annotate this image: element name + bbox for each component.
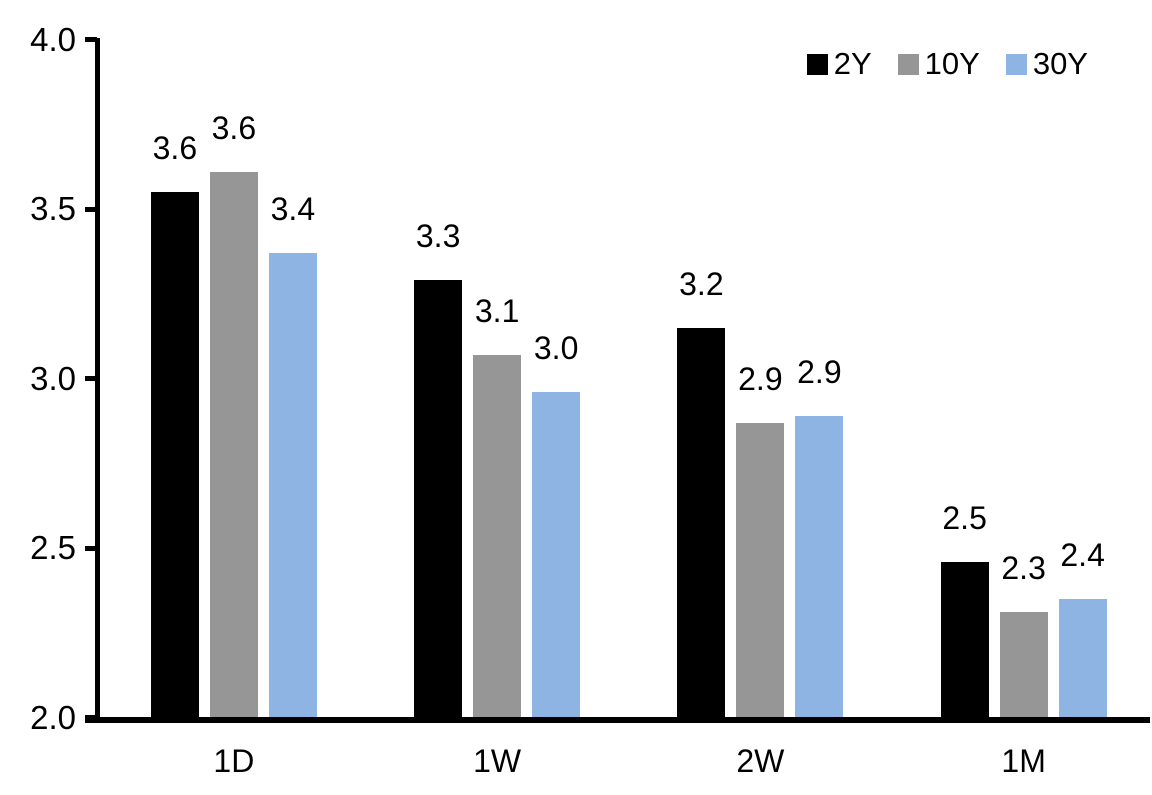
legend-item-2Y: 2Y	[806, 44, 872, 84]
bar-10Y-1W	[473, 354, 522, 720]
bar-value-label: 2.3	[1001, 550, 1046, 587]
bar-30Y-1D	[268, 253, 317, 720]
bar-2Y-1W	[414, 280, 463, 720]
bar-10Y-2W	[736, 422, 785, 720]
legend-label: 30Y	[1032, 46, 1088, 81]
y-tick-label: 2.5	[30, 529, 76, 566]
bar-value-label: 3.6	[152, 130, 198, 167]
bar-value-label: 3.2	[679, 265, 724, 302]
bar-value-label: 3.1	[474, 292, 520, 329]
legend: 2Y 10Y 30Y	[806, 44, 1088, 84]
bar-value-label: 3.3	[415, 218, 461, 255]
bar-30Y-1M	[1058, 598, 1107, 720]
bar-value-label: 2.5	[942, 499, 987, 536]
y-axis-line	[95, 38, 100, 723]
bar-value-label: 3.0	[533, 330, 579, 367]
bar-2Y-2W	[677, 327, 726, 720]
y-tick-label: 3.0	[30, 359, 76, 397]
bar-value-label: 3.6	[211, 109, 257, 146]
bar-2Y-1D	[150, 192, 199, 720]
y-tick-mark	[85, 545, 97, 551]
bar-value-label: 2.9	[797, 353, 842, 390]
legend-label: 10Y	[924, 46, 980, 81]
legend-item-30Y: 30Y	[1005, 44, 1088, 84]
legend-item-10Y: 10Y	[897, 44, 980, 84]
legend-swatch-icon	[806, 53, 828, 75]
bar-value-label: 2.4	[1060, 536, 1105, 573]
bar-10Y-1M	[999, 612, 1048, 720]
bar-value-label: 3.4	[270, 191, 316, 228]
y-tick-mark	[85, 376, 97, 381]
legend-swatch-icon	[897, 53, 919, 75]
y-tick-mark	[85, 206, 97, 212]
x-tick-label: 1W	[473, 743, 522, 779]
y-tick-label: 3.5	[30, 190, 76, 227]
bar-2Y-1M	[940, 561, 989, 720]
bar-30Y-2W	[795, 415, 844, 720]
legend-swatch-icon	[1005, 53, 1027, 75]
x-tick-label: 2W	[736, 743, 785, 779]
bar-10Y-1D	[209, 171, 258, 720]
bar-30Y-1W	[532, 392, 581, 720]
x-axis-line	[85, 717, 1150, 723]
y-tick-label: 4.0	[30, 20, 76, 58]
x-tick-label: 1D	[213, 743, 255, 779]
y-tick-mark	[85, 715, 97, 720]
y-tick-label: 2.0	[30, 698, 76, 736]
x-tick-label: 1M	[1001, 743, 1046, 779]
bar-value-label: 2.9	[738, 360, 783, 397]
y-tick-mark	[85, 37, 97, 42]
legend-label: 2Y	[833, 46, 872, 81]
